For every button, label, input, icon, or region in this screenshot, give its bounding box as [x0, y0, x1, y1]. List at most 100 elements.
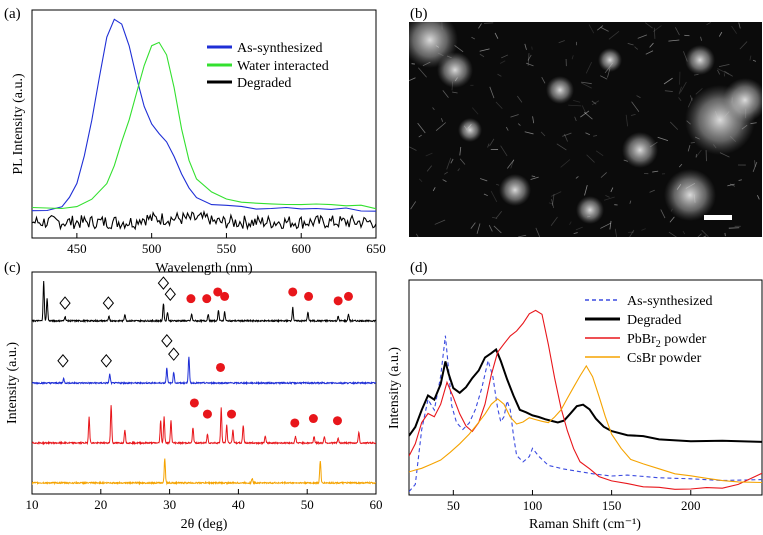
legend-d-pbbr2-sub: 2	[656, 339, 661, 350]
panel-d-series	[409, 309, 762, 492]
panel-c-diamond-marker-0	[59, 296, 71, 310]
photo-fiber-91	[573, 232, 578, 235]
photo-fiber-128	[495, 210, 503, 219]
photo-fiber-184	[587, 211, 591, 215]
photo-fiber-79	[657, 136, 669, 141]
photo-fiber-196	[451, 81, 454, 91]
panel-c-circle-marker-12	[290, 418, 300, 428]
photo-fiber-56	[669, 216, 675, 223]
photo-fiber-65	[678, 97, 682, 102]
panel-a-line-water-interacted	[32, 41, 376, 210]
legend-d-csbr: CsBr powder	[627, 351, 702, 366]
photo-fiber-92	[637, 34, 648, 39]
photo-fiber-117	[663, 77, 673, 85]
photo-fiber-85	[442, 90, 449, 98]
panel-c-xlabel: 2θ (deg)	[181, 517, 228, 532]
photo-fiber-47	[574, 116, 577, 122]
photo-fiber-180	[531, 46, 533, 50]
photo-fiber-134	[695, 149, 702, 158]
photo-fiber-218	[682, 230, 686, 235]
photo-fiber-210	[623, 159, 628, 162]
photo-fiber-94	[717, 69, 721, 75]
photo-fiber-25	[668, 39, 680, 42]
photo-fiber-46	[608, 30, 620, 40]
photo-fiber-17	[562, 132, 572, 137]
panel-c-line-as-synthesized	[32, 356, 376, 386]
photo-fiber-166	[531, 175, 536, 178]
photo-fiber-9	[703, 235, 707, 237]
photo-fiber-137	[446, 55, 452, 59]
photo-fiber-11	[631, 101, 640, 112]
photo-fiber-61	[693, 194, 696, 203]
panel-c-circle-marker-1	[202, 294, 212, 304]
photo-fiber-14	[593, 135, 598, 137]
panel-c-circle-marker-5	[304, 291, 314, 301]
photo-fiber-45	[685, 182, 696, 189]
photo-fiber-219	[741, 124, 748, 130]
photo-fiber-162	[501, 54, 509, 59]
photo-fiber-217	[419, 178, 423, 183]
photo-fiber-139	[476, 223, 481, 234]
photo-fiber-206	[479, 48, 490, 52]
photo-fiber-76	[506, 159, 515, 169]
photo-fiber-121	[604, 196, 615, 201]
panel-a-line-as-synthesized	[32, 18, 376, 212]
legend-a-as-synthesized: As-synthesized	[237, 41, 323, 56]
photo-fiber-69	[700, 36, 702, 41]
photo-fiber-12	[457, 168, 460, 172]
panel-a-ticks: 450 500 550 600 650	[67, 233, 386, 256]
photo-fiber-171	[432, 187, 436, 192]
photo-fiber-209	[446, 157, 452, 170]
photo-fiber-160	[695, 88, 703, 95]
photo-fiber-178	[410, 201, 417, 210]
photo-fiber-112	[530, 176, 539, 180]
photo-flake-6	[598, 48, 622, 72]
photo-fiber-144	[454, 45, 464, 53]
photo-flake-8	[622, 132, 658, 168]
panel-c-label: (c)	[4, 260, 21, 276]
photo-fiber-135	[499, 60, 506, 64]
panel-c-series	[32, 280, 376, 486]
panel-c-diamond-marker-3	[164, 287, 176, 301]
panel-a-xtick-label-650: 650	[366, 241, 386, 256]
panel-c-circle-marker-13	[308, 414, 318, 424]
panel-a-xlabel: Wavelength (nm)	[155, 261, 253, 276]
photo-fiber-192	[527, 54, 532, 61]
photo-fiber-165	[510, 159, 515, 169]
photo-fiber-200	[563, 133, 568, 142]
photo-flake-5	[546, 76, 574, 104]
photo-fiber-26	[489, 86, 495, 99]
photo-fiber-63	[644, 22, 653, 29]
legend-d-pbbr2-name: PbBr	[627, 332, 656, 347]
photo-fiber-110	[588, 24, 595, 34]
panel-c-diamond-marker-1	[102, 296, 115, 310]
legend-d-degraded: Degraded	[627, 313, 681, 328]
photo-fiber-13	[452, 91, 458, 94]
photo-fiber-129	[678, 163, 683, 168]
photo-fiber-130	[683, 51, 688, 62]
photo-fiber-48	[497, 73, 502, 77]
panel-c-diamond-marker-4	[57, 354, 69, 368]
photo-flake-3	[723, 78, 762, 122]
photo-fiber-40	[724, 70, 733, 77]
photo-fiber-104	[409, 77, 416, 82]
legend-d-pbbr2-suffix: powder	[661, 332, 707, 347]
photo-fiber-150	[551, 193, 555, 206]
photo-fiber-175	[470, 222, 476, 229]
panel-d-line-pbbr2-powder	[409, 309, 762, 490]
photo-fiber-149	[575, 176, 579, 179]
photo-fiber-41	[689, 95, 693, 101]
photo-fiber-21	[479, 178, 488, 182]
photo-fiber-201	[580, 82, 592, 89]
panel-c-circle-marker-11	[227, 409, 237, 419]
photo-fiber-152	[687, 97, 693, 108]
panel-a-ylabel: PL Intensity (a.u.)	[11, 73, 26, 175]
photo-flake-7	[499, 174, 531, 206]
photo-fiber-181	[551, 191, 562, 197]
photo-fiber-84	[417, 122, 426, 134]
photo-fiber-105	[600, 222, 612, 229]
photo-fiber-212	[568, 104, 582, 107]
photo-fiber-215	[517, 123, 521, 126]
panel-a-label: (a)	[4, 6, 21, 22]
